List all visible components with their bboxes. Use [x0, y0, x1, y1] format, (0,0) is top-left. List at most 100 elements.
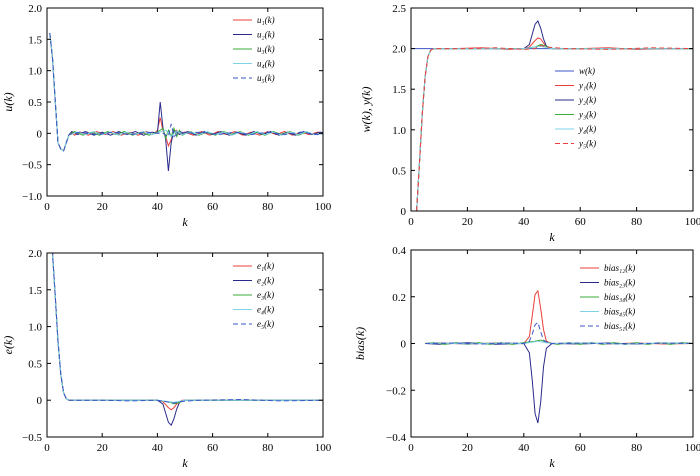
y-tick-label: 0.5: [28, 358, 42, 370]
legend-label: e₁(k): [257, 261, 274, 271]
legend-label: y₄(k): [578, 124, 596, 134]
y-tick-label: 2.0: [392, 44, 406, 56]
plot-frame-u: [46, 7, 324, 197]
series-line-e-4: [49, 253, 323, 403]
y-tick-label: −1.0: [22, 191, 42, 203]
legend-label: e₅(k): [257, 319, 274, 329]
series-line-bias-1: [425, 289, 693, 345]
x-tick-label: 40: [518, 216, 530, 228]
x-tick-label: 60: [575, 216, 587, 228]
x-tick-label: 40: [152, 442, 164, 454]
legend-label: e₃(k): [257, 290, 274, 300]
y-axis-label: bias(k): [353, 327, 367, 360]
y-axis-label: u(k): [1, 92, 15, 111]
x-tick-label: 100: [315, 442, 332, 454]
x-axis-label: k: [549, 456, 555, 470]
legend-label: bias₅₁(k): [604, 321, 635, 331]
series-line-w-3: [416, 20, 693, 211]
series-line-bias-4: [425, 340, 693, 345]
y-tick-label: 0.5: [28, 97, 42, 109]
legend-bias: bias₁₂(k) bias₂₃(k) bias₃₄(k) bias₄₅(k) bias…: [580, 263, 635, 331]
y-tick-label: −0.5: [22, 160, 42, 172]
x-tick-label: 80: [631, 442, 643, 454]
y-tick-label: 2.5: [392, 3, 406, 15]
y-tick-label: −0.5: [22, 432, 42, 444]
x-tick-label: 100: [685, 442, 700, 454]
series-line-u-2: [49, 33, 323, 171]
legend-label: w(k): [579, 66, 595, 76]
series-line-e-2: [49, 253, 323, 427]
legend-label: e₄(k): [257, 305, 274, 315]
series-line-e-5: [49, 253, 323, 404]
y-tick-label: 0: [401, 206, 407, 218]
y-tick-label: 1.5: [28, 34, 42, 46]
x-tick-label: 0: [408, 216, 414, 228]
legend-label: u₄(k): [257, 59, 275, 69]
series-line-u-5: [49, 33, 323, 152]
y-tick-label: 0.2: [392, 292, 406, 304]
x-tick-label: 100: [315, 201, 332, 213]
x-tick-label: 20: [97, 442, 109, 454]
legend-label: u₂(k): [257, 30, 275, 40]
series-line-e-3: [49, 253, 323, 405]
panel-bias: 0 20 40 60 80 100 −0.4 −0.2 0 0.2 0.4 k bias(k) bias₁…: [353, 245, 700, 470]
y-tick-label: 0: [401, 339, 407, 351]
y-tick-label: −0.2: [386, 385, 406, 397]
panel-w: 0 20 40 60 80 100 0 0.5 1.0 1.5 2.0 2.5 k w(k), y(k) w…: [359, 3, 700, 244]
x-tick-label: 0: [44, 201, 50, 213]
x-tick-label: 80: [262, 201, 274, 213]
legend-e: e₁(k) e₂(k) e₃(k) e₄(k) e₅(k): [233, 261, 274, 329]
plot-frame-w: [410, 7, 694, 212]
y-tick-label: 1.0: [28, 322, 42, 334]
x-tick-label: 60: [207, 201, 219, 213]
legend-label: bias₂₃(k): [604, 278, 635, 288]
legend-label: u₃(k): [257, 44, 275, 54]
x-axis-label: k: [182, 215, 188, 229]
x-axis-label: k: [182, 456, 188, 470]
x-axis-label: k: [549, 230, 555, 244]
y-tick-label: 1.0: [392, 125, 406, 137]
x-tick-label: 40: [518, 442, 530, 454]
y-tick-label: 1.0: [28, 66, 42, 78]
y-axis-label: w(k), y(k): [359, 87, 373, 133]
x-tick-label: 80: [631, 216, 643, 228]
series-line-w-2: [416, 37, 693, 211]
legend-label: y₅(k): [578, 139, 596, 149]
legend-label: e₂(k): [257, 276, 274, 286]
x-tick-label: 60: [575, 442, 587, 454]
y-axis-label: e(k): [1, 336, 15, 355]
y-tick-label: 2.0: [28, 3, 42, 15]
legend-label: bias₃₄(k): [604, 292, 635, 302]
x-tick-label: 80: [262, 442, 274, 454]
x-tick-label: 0: [408, 442, 414, 454]
series-line-bias-5: [425, 321, 693, 345]
x-tick-label: 100: [685, 216, 700, 228]
series-line-w-4: [416, 43, 693, 211]
legend-label: y₃(k): [578, 110, 596, 120]
legend-label: y₂(k): [578, 95, 596, 105]
legend-label: u₅(k): [257, 73, 275, 83]
plot-frame-e: [46, 252, 324, 438]
legend-label: bias₁₂(k): [604, 263, 635, 273]
y-tick-label: 0: [37, 128, 43, 140]
series-line-e-1: [49, 253, 323, 411]
y-tick-label: 0.4: [392, 245, 406, 257]
y-tick-label: 2.0: [28, 248, 42, 260]
x-tick-label: 20: [97, 201, 109, 213]
x-tick-label: 20: [462, 216, 474, 228]
legend-u: u₁(k) u₂(k) u₃(k) u₄(k) u₅(k): [233, 15, 275, 83]
panel-e: 0 20 40 60 80 100−0.500.51.01.52.0ke(k)e₁(k)e…: [1, 248, 332, 470]
x-tick-label: 20: [462, 442, 474, 454]
legend-label: y₁(k): [578, 81, 596, 91]
y-tick-label: 0.5: [392, 165, 406, 177]
series-line-w-6: [416, 44, 693, 211]
y-tick-label: 1.5: [28, 285, 42, 297]
series-line-u-4: [49, 33, 323, 152]
series-line-bias-2: [425, 342, 693, 424]
x-tick-label: 0: [44, 442, 50, 454]
legend-label: bias₄₅(k): [604, 307, 635, 317]
legend-label: u₁(k): [257, 15, 275, 25]
y-tick-label: 1.5: [392, 84, 406, 96]
legend-w: w(k) y₁(k) y₂(k) y₃(k) y₄(k) y₅(k): [555, 66, 596, 149]
